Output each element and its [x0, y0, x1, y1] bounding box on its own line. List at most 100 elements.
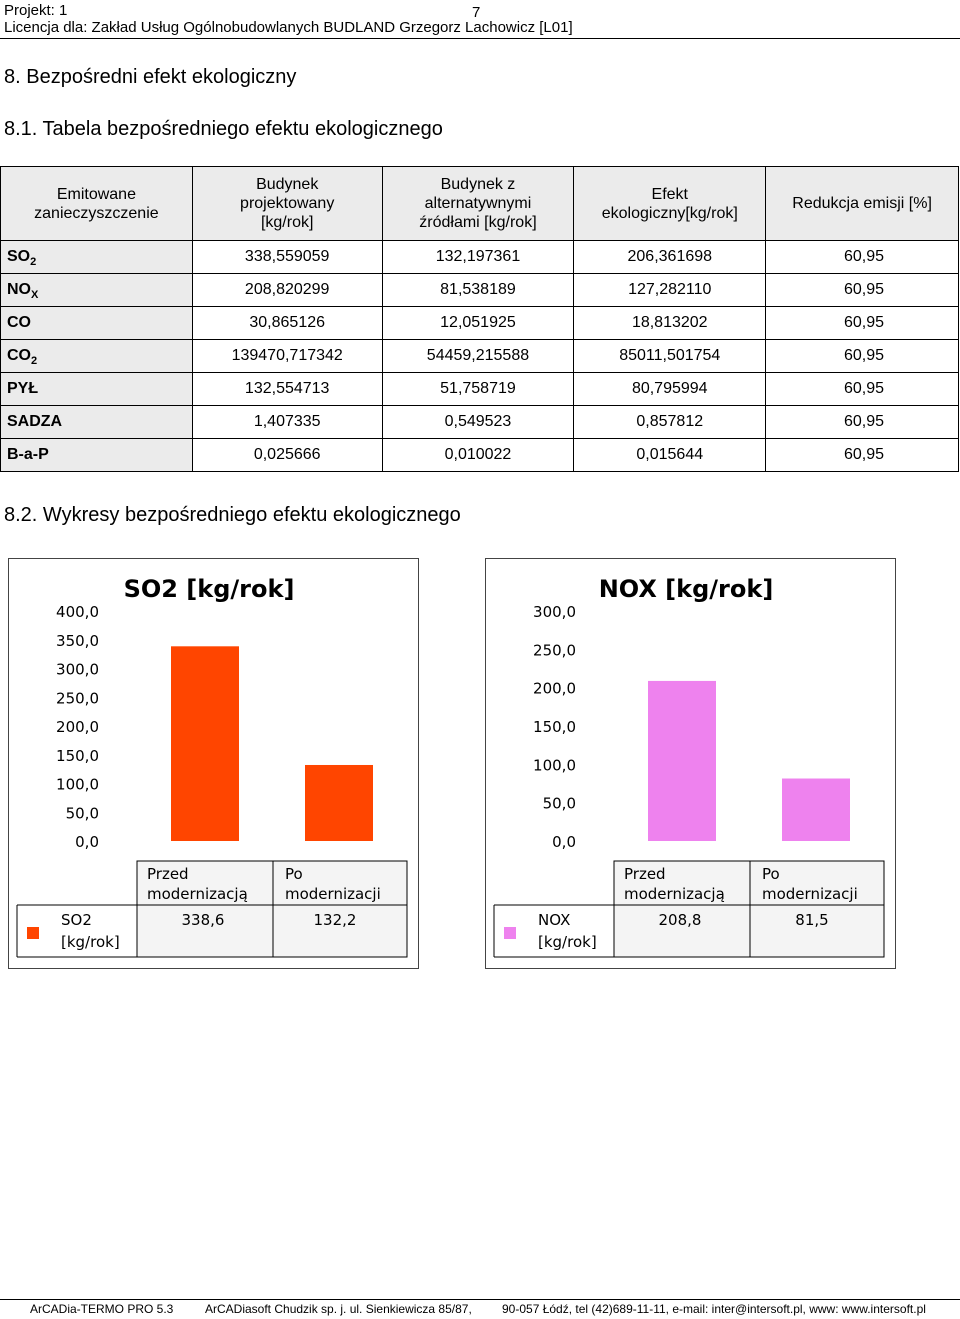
y-tick-label: 200,0: [533, 680, 576, 698]
so2-chart: SO2 [kg/rok] 400,0 350,0 300,0 250,0 200,0 150…: [8, 558, 419, 969]
pollutant-name: PYŁ: [0, 372, 193, 406]
y-tick-label: 150,0: [56, 747, 99, 765]
projected-value: 208,820299: [191, 273, 383, 307]
header-text: Budynek z: [440, 176, 516, 193]
alternative-value: 12,051925: [381, 306, 575, 340]
effect-value: 85011,501754: [573, 339, 767, 373]
nox-chart: NOX [kg/rok] 300,0 250,0 200,0 150,0 100,0 50,…: [485, 558, 896, 969]
legend-swatch: [27, 927, 39, 939]
bar-before: [171, 646, 239, 841]
alternative-value: 0,010022: [381, 438, 575, 472]
reduction-value: 60,95: [765, 273, 959, 307]
header-text: zanieczyszczenie: [34, 204, 159, 222]
effect-value: 80,795994: [573, 372, 767, 406]
header-emission: Emitowane zanieczyszczenie: [0, 166, 193, 241]
reduction-value: 60,95: [765, 438, 959, 472]
projected-value: 0,025666: [191, 438, 383, 472]
pollutant-label: SO: [7, 248, 31, 265]
legend-category-line1: Przed: [147, 865, 189, 883]
legend-category-line2: modernizacją: [624, 885, 725, 903]
y-tick-label: 400,0: [56, 603, 99, 621]
pollutant-name: CO2: [0, 339, 193, 373]
projected-value: 338,559059: [191, 240, 383, 274]
effect-value: 127,282110: [573, 273, 767, 307]
header-emission-reduction: Redukcja emisji [%]: [765, 166, 959, 241]
projected-value: 1,407335: [191, 405, 383, 439]
alternative-value: 81,538189: [381, 273, 575, 307]
pollutant-subscript: 2: [31, 355, 38, 367]
nox-chart-svg: NOX [kg/rok] 300,0 250,0 200,0 150,0 100,0 50,…: [493, 575, 885, 958]
header-alternative-building: Budynek z alternatywnymi źródłami [kg/ro…: [381, 166, 575, 241]
footer-address: 90-057 Łódź, tel (42)689-11-11, e-mail: …: [502, 1302, 926, 1316]
y-tick-label: 250,0: [533, 641, 576, 659]
bar-after: [305, 764, 373, 841]
chart-title: NOX [kg/rok]: [599, 575, 774, 603]
header-text: Efekt: [651, 185, 688, 203]
table-row: CO2 139470,717342 54459,215588 85011,501754…: [0, 339, 959, 373]
legend-series-line1: SO2: [61, 911, 92, 929]
table-row: B-a-P 0,025666 0,010022 0,015644 60,95: [0, 438, 959, 472]
table-row: NOX 208,820299 81,538189 127,282110 60,95: [0, 273, 959, 307]
pollutant-label: NO: [7, 281, 31, 298]
legend-category-line2: modernizacją: [147, 885, 248, 903]
legend-swatch: [504, 927, 516, 939]
header-text: źródłami [kg/rok]: [419, 214, 537, 231]
header-text: Emitowane: [56, 185, 136, 203]
header-text: alternatywnymi: [424, 195, 532, 212]
effect-value: 206,361698: [573, 240, 767, 274]
bar-after: [782, 778, 850, 841]
alternative-value: 51,758719: [381, 372, 575, 406]
header-text: Budynek: [256, 176, 319, 193]
footer-program: ArCADia-TERMO PRO 5.3: [30, 1302, 174, 1316]
table-row: SADZA 1,407335 0,549523 0,857812 60,95: [0, 405, 959, 439]
effect-value: 0,015644: [573, 438, 767, 472]
footer-company: ArCADiasoft Chudzik sp. j. ul. Sienkiewi…: [205, 1302, 472, 1316]
reduction-value: 60,95: [765, 240, 959, 274]
legend-value: 132,2: [314, 911, 357, 929]
header-text: [kg/rok]: [260, 214, 314, 231]
alternative-value: 0,549523: [381, 405, 575, 439]
header-divider: [0, 38, 960, 39]
y-tick-label: 250,0: [56, 689, 99, 707]
y-tick-label: 350,0: [56, 632, 99, 650]
so2-chart-svg: SO2 [kg/rok] 400,0 350,0 300,0 250,0 200,0 150…: [16, 575, 408, 958]
table-row: PYŁ 132,554713 51,758719 80,795994 60,95: [0, 372, 959, 406]
chart-title: SO2 [kg/rok]: [124, 575, 295, 603]
effect-value: 0,857812: [573, 405, 767, 439]
y-tick-label: 200,0: [56, 718, 99, 736]
bar-before: [648, 680, 716, 841]
legend-category-line1: Przed: [624, 865, 666, 883]
ecology-table: Emitowane zanieczyszczenie Budynek proje…: [0, 166, 959, 472]
effect-value: 18,813202: [573, 306, 767, 340]
y-tick-label: 100,0: [533, 756, 576, 774]
pollutant-label: B-a-P: [7, 446, 49, 463]
charts-title: 8.2. Wykresy bezpośredniego efektu ekolo…: [4, 504, 461, 526]
y-tick-label: 100,0: [56, 776, 99, 794]
header-ecological-effect: Efekt ekologiczny[kg/rok]: [573, 166, 767, 241]
project-label: Projekt: 1: [4, 2, 68, 19]
section-title: 8. Bezpośredni efekt ekologiczny: [4, 66, 297, 88]
reduction-value: 60,95: [765, 372, 959, 406]
pollutant-subscript: 2: [30, 256, 37, 268]
legend-series-line2: [kg/rok]: [538, 933, 597, 951]
y-tick-label: 300,0: [533, 603, 576, 621]
y-tick-label: 300,0: [56, 661, 99, 679]
y-tick-label: 0,0: [75, 833, 99, 851]
alternative-value: 54459,215588: [381, 339, 575, 373]
pollutant-label: CO: [7, 314, 31, 331]
alternative-value: 132,197361: [381, 240, 575, 274]
y-tick-label: 50,0: [66, 804, 99, 822]
pollutant-name: SADZA: [0, 405, 193, 439]
projected-value: 30,865126: [191, 306, 383, 340]
y-tick-label: 50,0: [543, 795, 576, 813]
legend-category-line2: modernizacji: [762, 885, 858, 903]
footer-divider: [0, 1299, 960, 1300]
legend-table: [136, 860, 408, 958]
pollutant-label: CO: [7, 347, 31, 364]
legend-category-line2: modernizacji: [285, 885, 381, 903]
table-row: CO 30,865126 12,051925 18,813202 60,95: [0, 306, 959, 340]
header-projected-building: Budynek projektowany [kg/rok]: [191, 166, 383, 241]
legend-value: 338,6: [182, 911, 225, 929]
pollutant-name: CO: [0, 306, 193, 340]
header-text: Redukcja emisji [%]: [792, 195, 932, 212]
